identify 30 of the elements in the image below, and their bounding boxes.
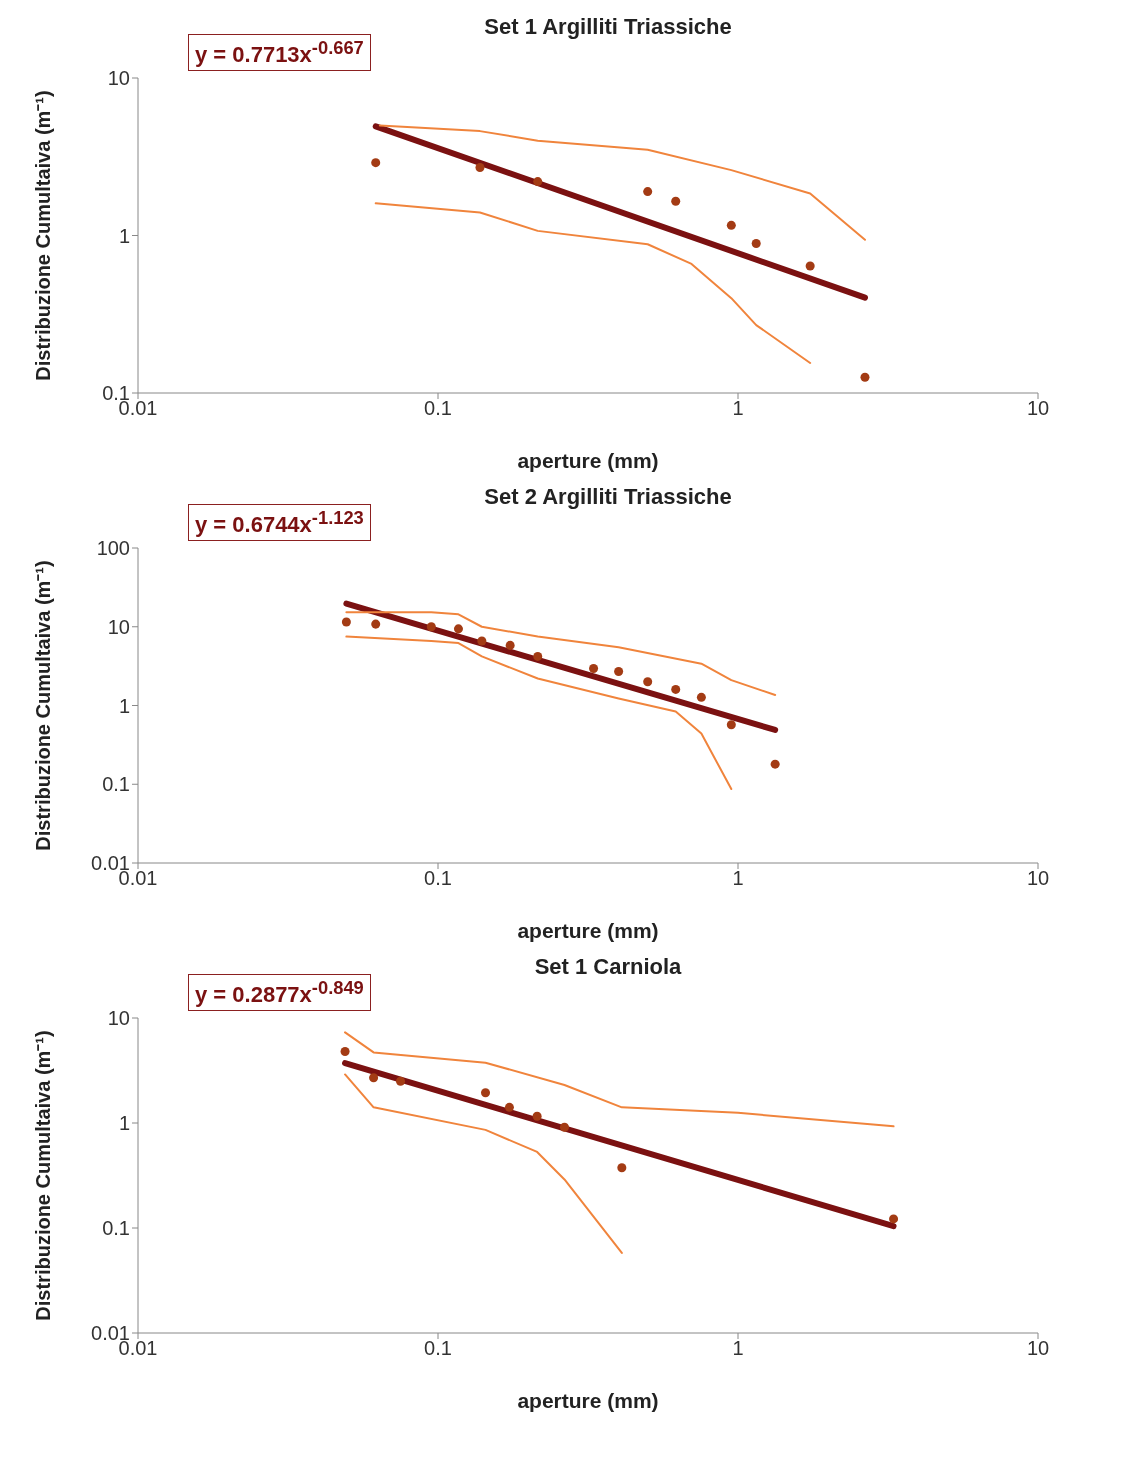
y-axis-title: Distribuzione Cumultaiva (m⁻¹) (32, 560, 55, 851)
chart-title: Set 1 Carniola (533, 954, 683, 980)
y-tick-label: 10 (107, 1007, 130, 1030)
x-tick-label: 10 (1026, 397, 1050, 420)
x-axis-title: aperture (mm) (517, 919, 659, 942)
x-tick-label: 0.1 (424, 397, 452, 420)
x-axis-title: aperture (mm) (517, 449, 659, 472)
chart-title: Set 1 Argilliti Triassiche (483, 14, 733, 40)
y-tick-label: 0.1 (102, 773, 130, 796)
x-tick-label: 1 (732, 1337, 744, 1360)
text: y = 0.6744x$^{-1.123}$ (188, 504, 371, 542)
y-tick-label: 1 (118, 694, 130, 717)
y-tick-label: 10 (107, 615, 130, 638)
y-axis-title: Distribuzione Cumultaiva (m⁻¹) (32, 90, 55, 381)
text: y = 0.2877x$^{-0.849}$ (188, 974, 371, 1012)
x-tick-label: 10 (1026, 1337, 1050, 1360)
y-tick-label: 1 (118, 1112, 130, 1135)
text: y = 0.7713x$^{-0.667}$ (188, 34, 371, 72)
y-tick-label: 1 (118, 224, 130, 247)
y-axis-title: Distribuzione Cumultaiva (m⁻¹) (32, 1030, 55, 1321)
x-axis-title: aperture (mm) (517, 1389, 659, 1412)
y-tick-label: 100 (96, 537, 130, 560)
y-tick-label: 10 (107, 67, 130, 90)
chart-title: Set 2 Argilliti Triassiche (483, 484, 733, 510)
y-tick-label: 0.1 (102, 1217, 130, 1240)
x-tick-label: 0.1 (424, 867, 452, 890)
x-tick-label: 1 (732, 867, 744, 890)
x-tick-label: 1 (732, 397, 744, 420)
x-tick-label: 0.1 (424, 1337, 452, 1360)
x-tick-label: 10 (1026, 867, 1050, 890)
